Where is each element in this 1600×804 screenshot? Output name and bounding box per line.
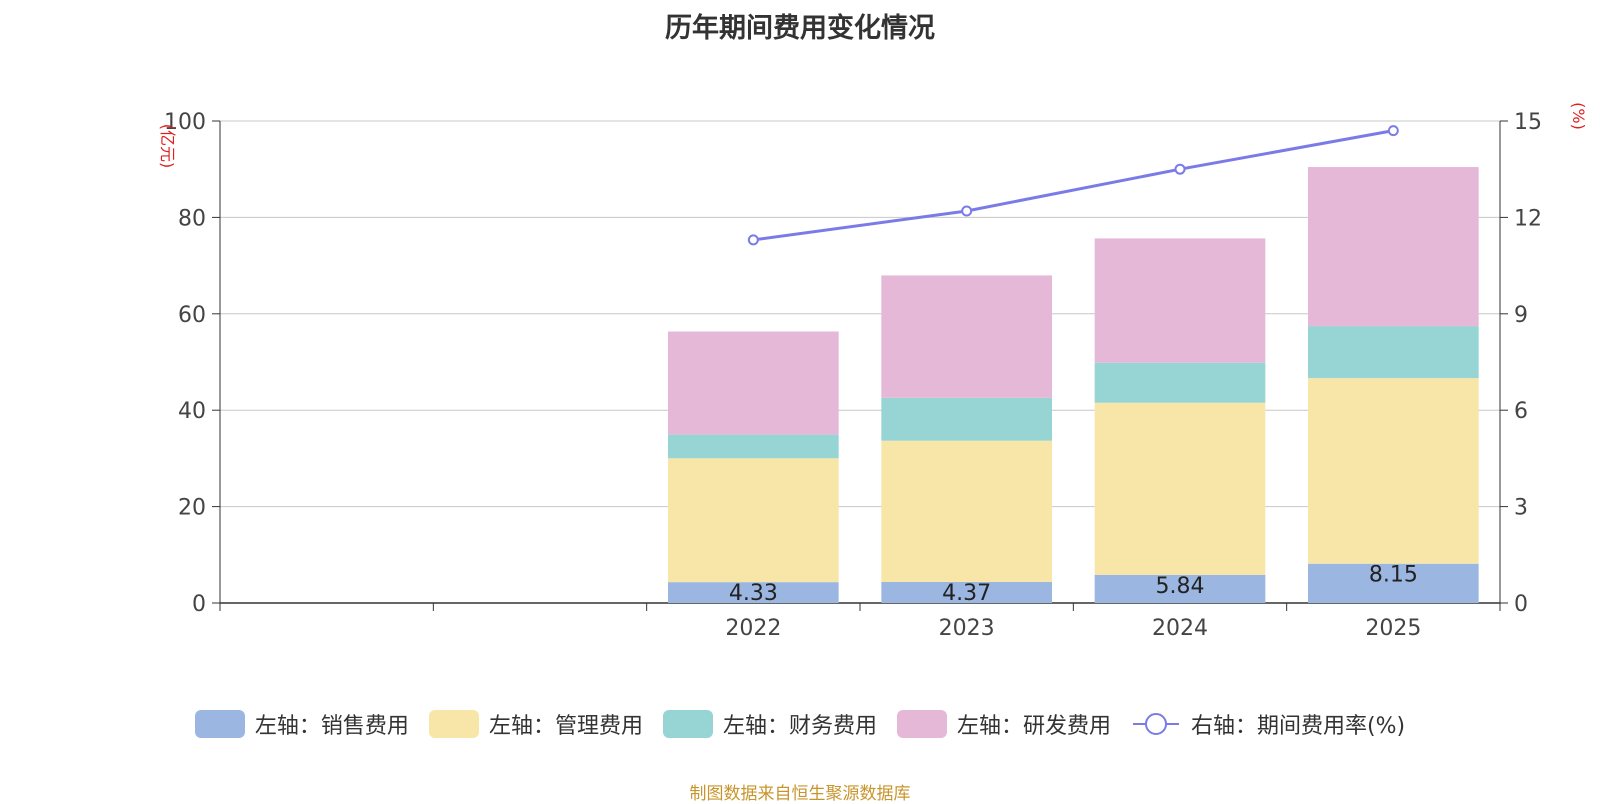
legend-swatch (662, 710, 713, 738)
legend-label: 左轴：研发费用 (956, 714, 1111, 739)
bar-data-label: 8.15 (1369, 563, 1418, 588)
legend-label: 左轴：管理费用 (488, 714, 643, 739)
legend-line-marker (1132, 713, 1179, 735)
y-right-tick-label: 3 (1514, 496, 1528, 521)
bar-segment (1094, 574, 1266, 603)
rate-point (1387, 125, 1399, 137)
y-right-tick-label: 6 (1514, 399, 1528, 424)
y-left-tick-label: 100 (164, 110, 206, 135)
bar-segment (1094, 238, 1266, 363)
rate-point (747, 234, 759, 246)
source-footer: 制图数据来自恒生聚源数据库 (689, 784, 911, 804)
x-tick-label: 2024 (1152, 616, 1208, 641)
y-left-tick-label: 0 (192, 592, 206, 617)
legend-item[interactable]: 左轴：销售费用 (194, 708, 409, 740)
bar-segment (1094, 402, 1266, 575)
legend-label: 左轴：财务费用 (722, 714, 877, 739)
y-right-tick-label: 0 (1514, 592, 1528, 617)
bar-segment (881, 397, 1052, 441)
legend-item[interactable]: 左轴：财务费用 (662, 708, 877, 740)
y-right-tick-label: 9 (1514, 303, 1528, 328)
bar-segment (1308, 378, 1479, 564)
x-tick-label: 2023 (939, 616, 995, 641)
legend-swatch (194, 710, 245, 738)
rate-line (753, 129, 1394, 242)
bar-data-label: 4.37 (942, 581, 991, 606)
bar-segment (1094, 362, 1266, 403)
y-left-tick-label: 60 (178, 303, 206, 328)
x-tick-label: 2022 (725, 616, 781, 641)
legend-item[interactable]: 右轴：期间费用率(%) (1131, 708, 1405, 740)
bar-segment (668, 582, 839, 603)
chart-legend: 左轴：销售费用 左轴：管理费用 左轴：财务费用 左轴：研发费用 右轴：期间费用率(%) (0, 708, 1600, 740)
bar-segment (881, 440, 1052, 582)
y-left-tick-label: 80 (178, 206, 206, 231)
y-left-axis-title: (亿元) (158, 124, 177, 169)
bar-segment (1308, 563, 1479, 603)
bar-data-label: 4.33 (729, 581, 778, 606)
chart-title: 历年期间费用变化情况 (665, 13, 935, 44)
y-right-tick-label: 15 (1514, 110, 1542, 135)
bar-data-label: 5.84 (1156, 574, 1205, 599)
legend-label: 右轴：期间费用率(%) (1190, 714, 1406, 739)
bar-segment (668, 331, 839, 435)
legend-swatch (428, 710, 479, 738)
bar-segment (1308, 167, 1479, 327)
legend-label: 左轴：销售费用 (254, 714, 409, 739)
y-right-tick-label: 12 (1514, 206, 1542, 231)
bar-segment (881, 275, 1052, 398)
rate-point (1174, 163, 1186, 175)
x-tick-label: 2025 (1365, 616, 1421, 641)
legend-item[interactable]: 左轴：研发费用 (896, 708, 1111, 740)
legend-swatch (896, 710, 947, 738)
bar-segment (668, 458, 839, 583)
y-left-tick-label: 40 (178, 399, 206, 424)
bar-segment (668, 434, 839, 459)
y-left-tick-label: 20 (178, 496, 206, 521)
y-right-axis-title: (%) (1569, 102, 1588, 130)
bar-segment (1308, 326, 1479, 379)
bar-segment (881, 581, 1052, 603)
legend-item[interactable]: 左轴：管理费用 (428, 708, 643, 740)
rate-point (961, 205, 973, 217)
